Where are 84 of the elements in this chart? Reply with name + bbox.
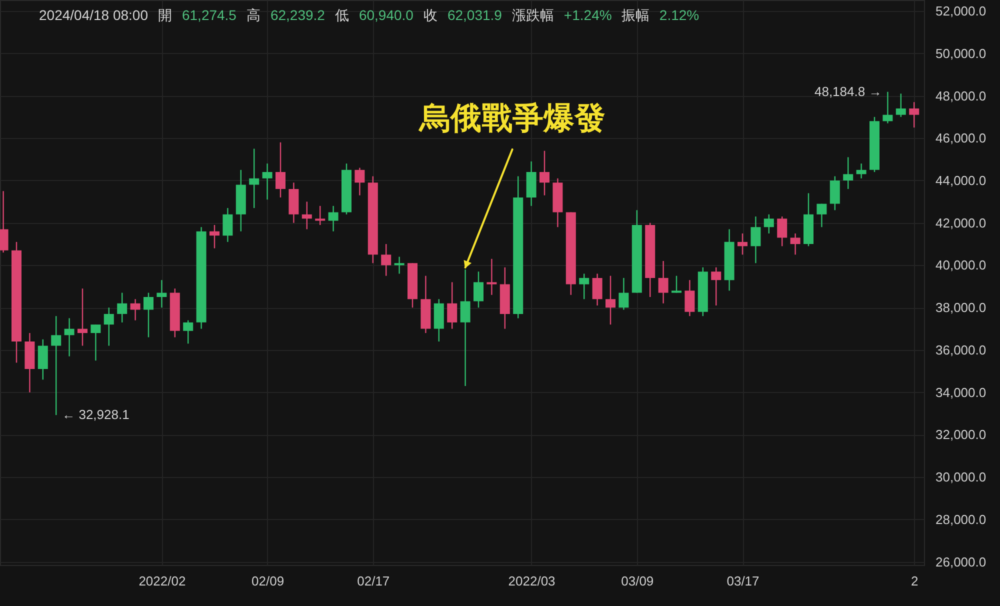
candlestick bbox=[750, 216, 761, 264]
candlestick bbox=[262, 162, 272, 200]
annotation: 48,184.8 → bbox=[814, 84, 882, 99]
candlestick bbox=[38, 338, 48, 380]
candlestick bbox=[606, 275, 616, 326]
x-tick-label: 02/09 bbox=[252, 574, 284, 588]
candlestick bbox=[51, 315, 62, 416]
candlestick bbox=[658, 260, 668, 304]
y-tick-label: 42,000.0 bbox=[936, 215, 986, 230]
candlestick bbox=[78, 288, 88, 346]
y-tick-label: 40,000.0 bbox=[936, 258, 986, 273]
y-tick-label: 46,000.0 bbox=[936, 130, 986, 146]
x-tick-label: 02/17 bbox=[357, 574, 390, 588]
candlestick bbox=[222, 207, 233, 243]
candlestick bbox=[579, 273, 590, 300]
candlestick bbox=[816, 203, 827, 228]
annotation: 烏俄戰爭爆發 bbox=[417, 100, 606, 136]
y-tick-label: 44,000.0 bbox=[936, 172, 986, 188]
candlestick bbox=[276, 142, 286, 198]
y-tick-label: 36,000.0 bbox=[936, 342, 986, 358]
candlestick bbox=[183, 320, 194, 344]
x-tick-label: 03/09 bbox=[621, 574, 654, 588]
annotation: 2.12% bbox=[659, 7, 700, 23]
x-tick-label: 2022/03 bbox=[508, 574, 556, 588]
candlestick bbox=[711, 266, 722, 306]
candlestick bbox=[354, 167, 365, 196]
candlestick bbox=[843, 156, 854, 190]
y-tick-label: 30,000.0 bbox=[936, 470, 986, 485]
candlestick bbox=[156, 279, 167, 308]
y-tick-label: 34,000.0 bbox=[936, 384, 986, 400]
candlestick bbox=[882, 91, 893, 124]
candlestick bbox=[830, 176, 840, 211]
candlestick bbox=[474, 270, 484, 308]
annotation: 60,940.0 bbox=[358, 7, 414, 23]
x-tick-label: 2022/02 bbox=[138, 574, 186, 588]
annotation: 開 bbox=[158, 7, 172, 23]
annotation: 高 bbox=[246, 7, 260, 23]
annotation: +1.24% bbox=[564, 7, 612, 23]
candlestick bbox=[460, 268, 470, 387]
candlestick bbox=[144, 292, 154, 338]
candlestick bbox=[738, 232, 748, 256]
candlestick bbox=[447, 282, 458, 330]
candlestick bbox=[790, 232, 800, 256]
y-tick-label: 48,000.0 bbox=[936, 88, 986, 104]
x-tick-label: 2 bbox=[910, 574, 918, 588]
y-tick-label: 38,000.0 bbox=[936, 300, 986, 316]
candlestick bbox=[764, 214, 774, 234]
candlestick bbox=[909, 102, 920, 128]
candlestick bbox=[618, 277, 629, 310]
annotation: 振幅 bbox=[621, 7, 650, 23]
annotation: 收 bbox=[423, 7, 438, 23]
candlestick bbox=[540, 150, 550, 196]
y-tick-label: 52,000.0 bbox=[936, 4, 986, 19]
y-tick-label: 32,000.0 bbox=[936, 427, 986, 442]
candlestick bbox=[394, 256, 404, 274]
candlestick bbox=[64, 318, 74, 357]
candlestick bbox=[381, 243, 392, 276]
candlestick bbox=[592, 273, 602, 306]
candlestick bbox=[328, 205, 338, 232]
candlestick bbox=[104, 307, 114, 346]
annotation: 漲跌幅 bbox=[512, 7, 554, 23]
candlestick bbox=[672, 275, 682, 294]
candlestick bbox=[130, 298, 140, 321]
candlestick bbox=[117, 292, 128, 324]
candlestick bbox=[486, 258, 497, 296]
candlestick bbox=[210, 224, 220, 249]
y-tick-label: 26,000.0 bbox=[936, 554, 986, 570]
annotation: 低 bbox=[334, 7, 349, 23]
candlestick bbox=[896, 93, 906, 118]
candlestick bbox=[777, 216, 788, 247]
y-tick-label: 28,000.0 bbox=[936, 512, 986, 527]
candlestick bbox=[249, 148, 260, 209]
x-tick-label: 03/17 bbox=[726, 574, 760, 588]
candlestick bbox=[856, 162, 866, 179]
annotation: 61,274.5 bbox=[182, 7, 237, 23]
annotation: 62,239.2 bbox=[270, 7, 326, 23]
candlestick bbox=[90, 324, 101, 362]
candlestick bbox=[684, 279, 695, 317]
y-tick-label: 50,000.0 bbox=[936, 46, 986, 61]
candlestick bbox=[315, 205, 326, 226]
annotation: 62,031.9 bbox=[447, 7, 502, 23]
annotation: ← 32,928.1 bbox=[62, 407, 130, 422]
candlestick bbox=[302, 201, 312, 230]
annotation: 2024/04/18 08:00 bbox=[39, 7, 148, 23]
